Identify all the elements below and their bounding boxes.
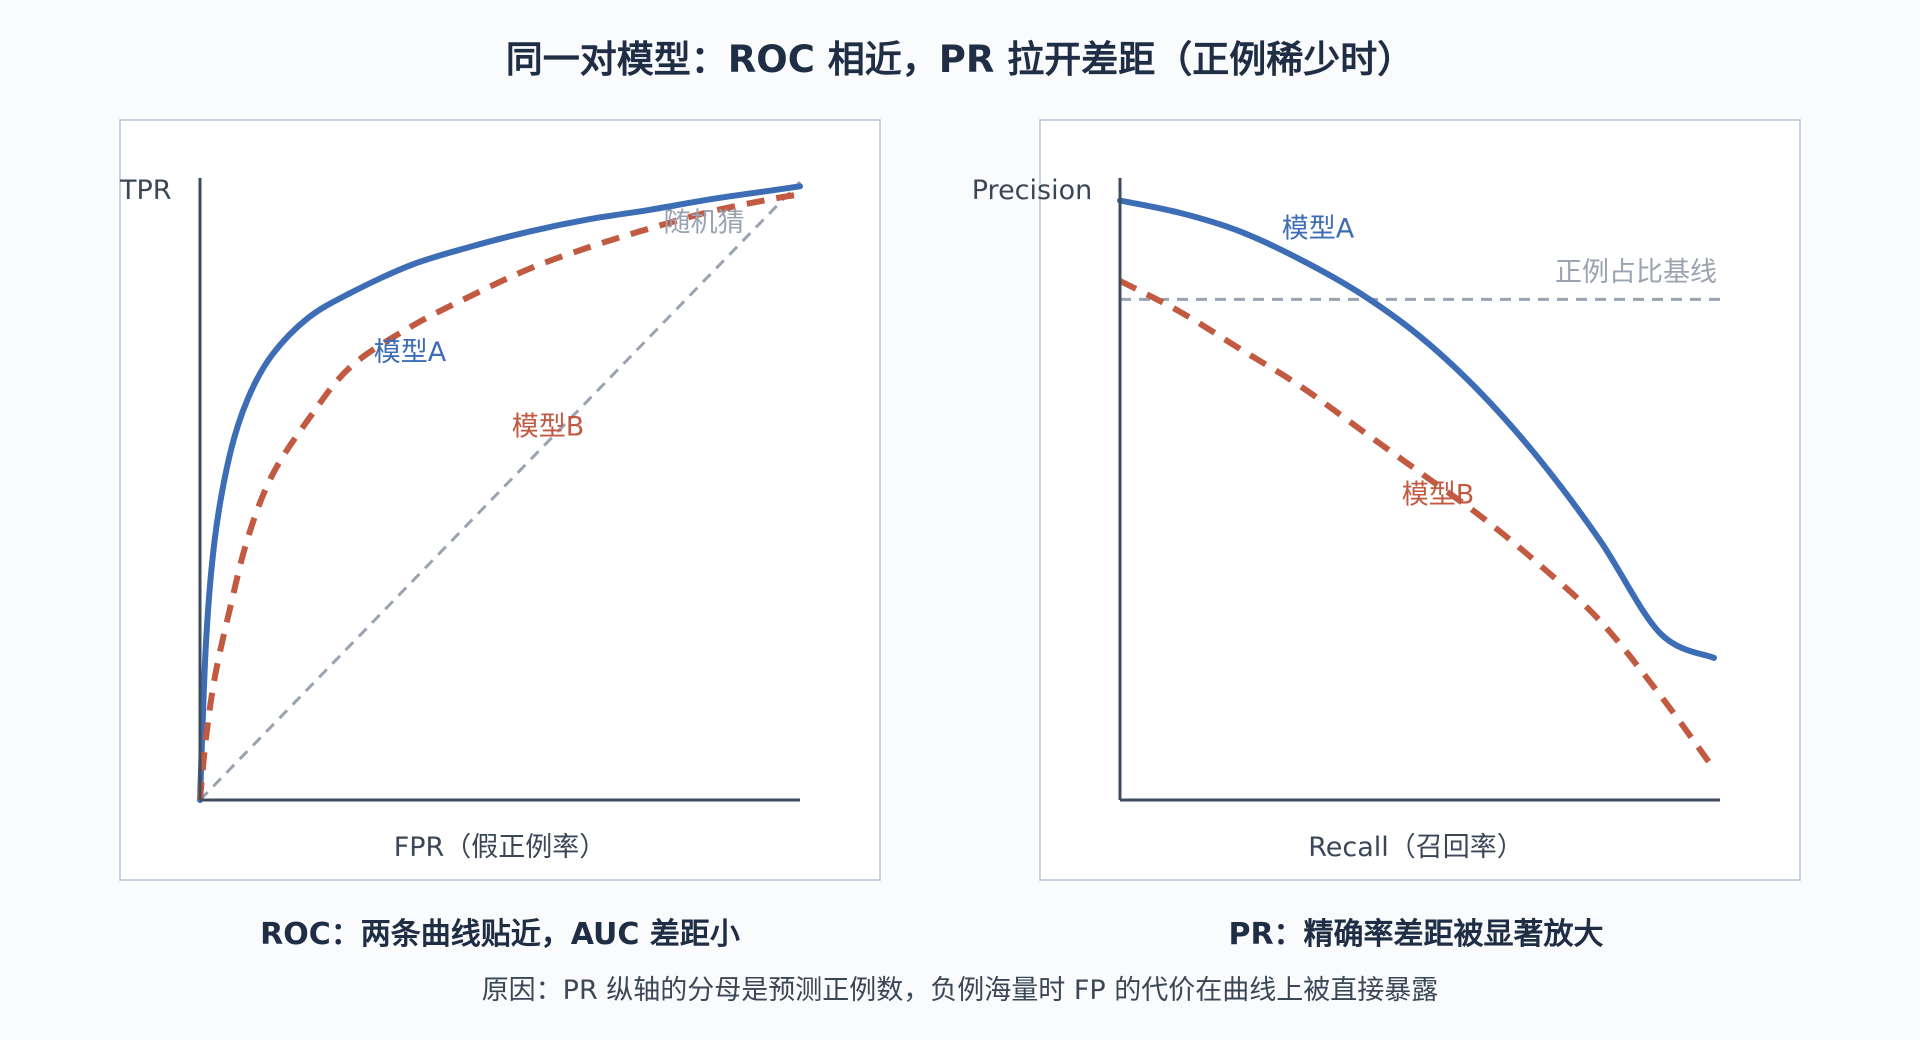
pr-series-line-1: [1118, 278, 1717, 771]
pr-panel: Precision Recall（召回率） 模型A 模型B 正例占比基线 PR：精确率差距…: [972, 119, 1801, 952]
roc-series-label-1: 模型B: [512, 411, 585, 442]
roc-series-line-0: [197, 183, 803, 803]
page-title: 同一对模型：ROC 相近，PR 拉开差距（正例稀少时）: [506, 38, 1414, 81]
footnote: 原因：PR 纵轴的分母是预测正例数，负例海量时 FP 的代价在曲线上被直接暴露: [482, 975, 1439, 1006]
pr-panel-frame: [1039, 119, 1801, 881]
roc-series-line-2: [198, 180, 802, 802]
chart-panels: TPR FPR（假正例率） 模型A 模型B 随机猜 ROC：两条曲线贴近，AUC 差距小 P…: [119, 119, 1801, 952]
roc-series-label-2: 随机猜: [664, 207, 745, 238]
roc-caption: ROC：两条曲线贴近，AUC 差距小: [260, 917, 740, 952]
pr-series-label-1: 模型B: [1402, 479, 1475, 510]
roc-y-axis-label: TPR: [119, 175, 172, 206]
roc-series-label-0: 模型A: [374, 337, 447, 368]
roc-panel: TPR FPR（假正例率） 模型A 模型B 随机猜 ROC：两条曲线贴近，AUC 差距小: [119, 119, 881, 952]
pr-series-line-0: [1117, 197, 1717, 661]
pr-caption: PR：精确率差距被显著放大: [1228, 917, 1603, 952]
pr-y-axis-label: Precision: [972, 175, 1092, 206]
pr-x-axis-label: Recall（召回率）: [1308, 832, 1524, 863]
roc-series-line-1: [197, 191, 801, 801]
pr-series-label-0: 模型A: [1282, 214, 1355, 245]
roc-x-axis-label: FPR（假正例率）: [394, 832, 607, 863]
pr-series-label-2: 正例占比基线: [1555, 257, 1717, 288]
